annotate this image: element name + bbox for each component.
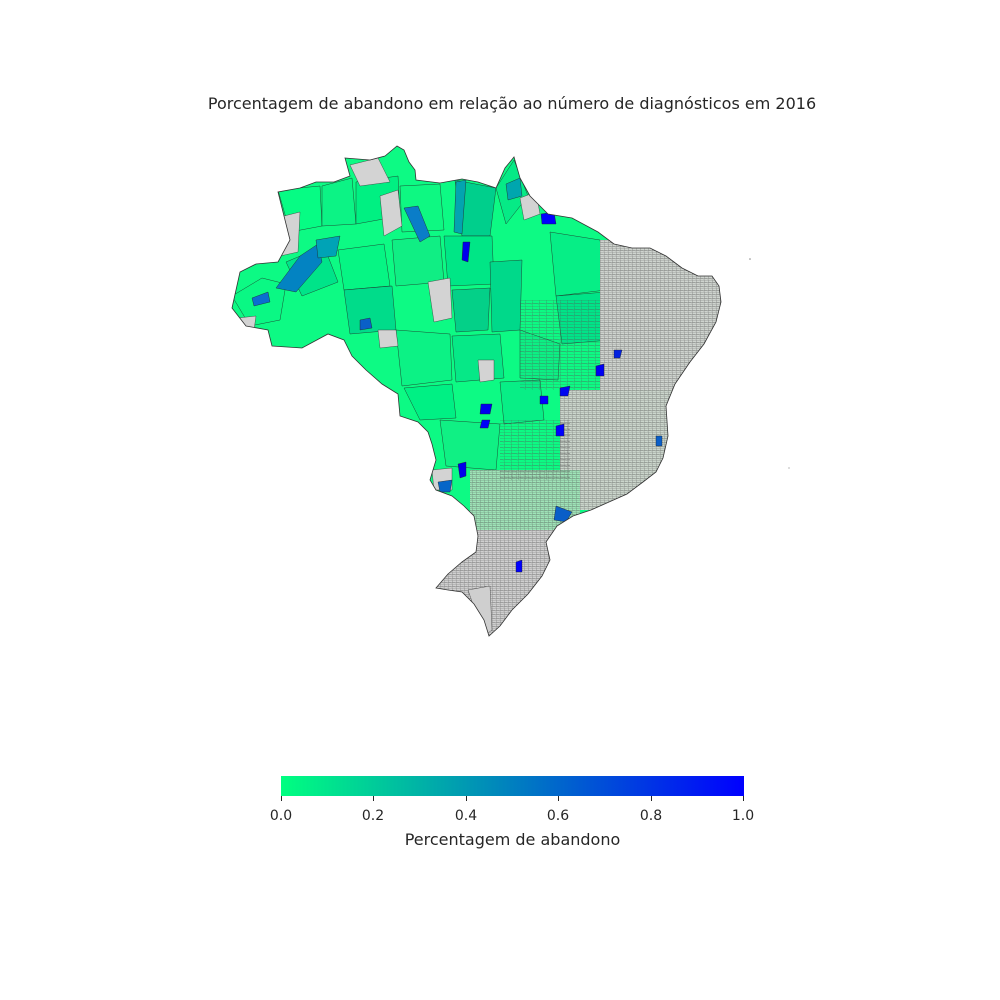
colorbar-tick <box>281 796 282 801</box>
colorbar-gradient <box>281 776 744 796</box>
island-trindade <box>788 467 790 469</box>
island-fernando-de-noronha <box>749 258 751 260</box>
colorbar-tick <box>373 796 374 801</box>
colorbar-label: Percentagem de abandono <box>404 830 621 849</box>
colorbar-tick-label: 0.0 <box>269 808 293 824</box>
colorbar-tick-label: 0.2 <box>361 808 385 824</box>
colorbar-tick-label: 0.6 <box>546 808 570 824</box>
chart-title: Porcentagem de abandono em relação ao nú… <box>207 94 817 113</box>
colorbar-tick-label: 0.4 <box>454 808 478 824</box>
colorbar-tick <box>743 796 744 801</box>
colorbar-tick <box>558 796 559 801</box>
colorbar-tick <box>466 796 467 801</box>
colorbar-tick-label: 0.8 <box>639 808 663 824</box>
colorbar-tick-label: 1.0 <box>731 808 755 824</box>
colorbar-tick <box>651 796 652 801</box>
